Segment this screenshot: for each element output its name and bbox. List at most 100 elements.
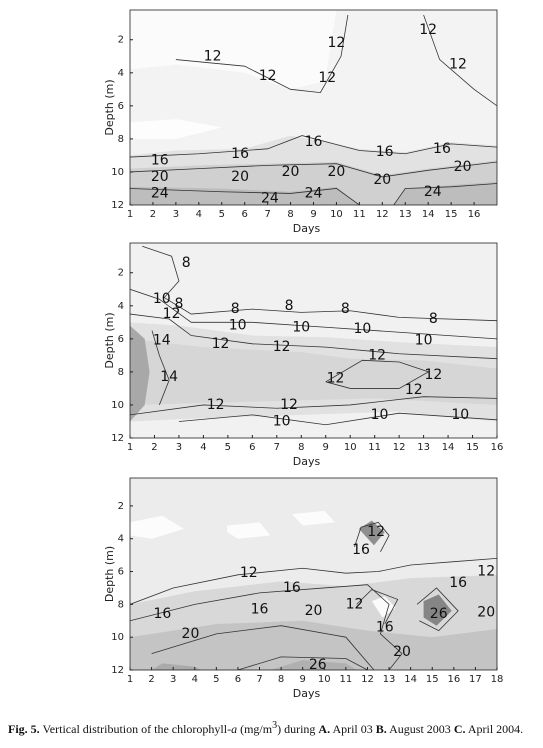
x-tick-label: 5 xyxy=(213,674,219,685)
contour-label: 14 xyxy=(153,333,171,349)
contour-label: 16 xyxy=(449,575,467,591)
x-tick-label: 4 xyxy=(192,674,198,685)
contour-label: 12 xyxy=(449,57,467,73)
contour-label: 8 xyxy=(285,298,294,314)
contour-label: 10 xyxy=(273,413,291,429)
x-tick-label: 3 xyxy=(173,209,179,220)
contour-label: 10 xyxy=(371,407,389,423)
caption-text: A. xyxy=(318,722,331,736)
x-tick-label: 6 xyxy=(249,442,255,453)
x-tick-label: 6 xyxy=(235,674,241,685)
x-tick-label: 10 xyxy=(318,674,331,685)
contour-label: 12 xyxy=(419,22,437,38)
caption-label: Fig. 5. xyxy=(8,722,40,736)
caption: Fig. 5. Vertical distribution of the chl… xyxy=(8,720,538,737)
shaded-region xyxy=(130,181,497,205)
contour-line xyxy=(237,656,368,670)
contour-label: 20 xyxy=(477,605,495,621)
contour-line xyxy=(416,587,459,632)
shaded-region xyxy=(270,660,357,670)
x-tick-label: 14 xyxy=(442,442,455,453)
y-tick-label: 2 xyxy=(118,501,124,512)
x-tick-label: 5 xyxy=(225,442,231,453)
contour-label: 12 xyxy=(212,336,230,352)
contour-label: 16 xyxy=(376,144,394,160)
contour-label: 8 xyxy=(341,301,350,317)
plot-area xyxy=(130,243,497,438)
contour-label: 12 xyxy=(367,524,385,540)
y-tick-label: 12 xyxy=(111,433,124,444)
x-tick-label: 11 xyxy=(340,674,353,685)
contour-label: 20 xyxy=(151,169,169,185)
caption-text: August 2003 xyxy=(389,722,451,736)
y-tick-label: 8 xyxy=(118,134,124,145)
contour-label: 24 xyxy=(305,185,323,201)
x-tick-label: 8 xyxy=(298,442,304,453)
contour-label: 12 xyxy=(204,48,222,64)
contour-line xyxy=(423,14,497,107)
contour-label: 26 xyxy=(309,657,327,673)
y-axis-label: Depth (m) xyxy=(103,312,116,368)
contour-label: 16 xyxy=(231,146,249,162)
caption-text: April 2004. xyxy=(467,722,524,736)
contour-label: 16 xyxy=(433,141,451,157)
x-tick-label: 3 xyxy=(170,674,176,685)
caption-text: Vertical distribution of the chlorophyll… xyxy=(42,722,232,736)
contour-line xyxy=(130,396,497,416)
plot-frame xyxy=(129,477,498,671)
x-tick-label: 9 xyxy=(310,209,316,220)
x-tick-label: 4 xyxy=(200,442,206,453)
x-tick-label: 15 xyxy=(426,674,439,685)
shaded-region xyxy=(371,596,396,618)
contour-label: 10 xyxy=(354,321,372,337)
plot-area xyxy=(130,10,497,205)
x-tick-label: 11 xyxy=(353,209,366,220)
caption-text: 3 xyxy=(272,720,278,731)
x-tick-label: 13 xyxy=(399,209,412,220)
contour-line xyxy=(151,330,170,406)
contour-label: 16 xyxy=(153,606,171,622)
contour-label: 12 xyxy=(207,397,225,413)
contour-label: 24 xyxy=(261,190,279,206)
caption-text: a xyxy=(231,722,238,736)
contour-label: 16 xyxy=(352,542,370,558)
y-axis-label: Depth (m) xyxy=(103,79,116,135)
x-tick-label: 16 xyxy=(491,442,504,453)
x-axis-label: Days xyxy=(293,455,321,468)
contour-label: 12 xyxy=(259,68,277,84)
contour-label: 20 xyxy=(373,172,391,188)
contour-label: 8 xyxy=(231,301,240,317)
contour-line xyxy=(130,161,497,178)
y-tick-label: 4 xyxy=(118,68,124,79)
contour-label: 16 xyxy=(151,152,169,168)
caption-text: ) during xyxy=(277,722,316,736)
x-tick-label: 13 xyxy=(383,674,396,685)
x-tick-label: 18 xyxy=(491,674,504,685)
shaded-region xyxy=(291,510,336,526)
shaded-region xyxy=(130,10,337,90)
shaded-region xyxy=(130,119,222,139)
x-tick-label: 1 xyxy=(127,442,133,453)
x-tick-label: 2 xyxy=(148,674,154,685)
contour-label: 12 xyxy=(273,339,291,355)
contour-label: 16 xyxy=(376,619,394,635)
y-tick-label: 12 xyxy=(111,665,124,676)
shaded-region xyxy=(423,594,452,626)
x-tick-label: 2 xyxy=(150,209,156,220)
contour-line xyxy=(356,589,399,625)
shaded-region xyxy=(130,338,497,405)
contour-label: 12 xyxy=(328,35,346,51)
contour-label: 10 xyxy=(292,319,310,335)
contour-label: 10 xyxy=(415,333,433,349)
contour-label: 12 xyxy=(405,382,423,398)
contour-label: 16 xyxy=(305,134,323,150)
shaded-region xyxy=(227,522,271,539)
contour-line xyxy=(151,625,375,670)
contour-label: 12 xyxy=(346,596,364,612)
contour-label: 20 xyxy=(231,169,249,185)
y-tick-label: 6 xyxy=(118,567,124,578)
x-tick-label: 12 xyxy=(376,209,389,220)
